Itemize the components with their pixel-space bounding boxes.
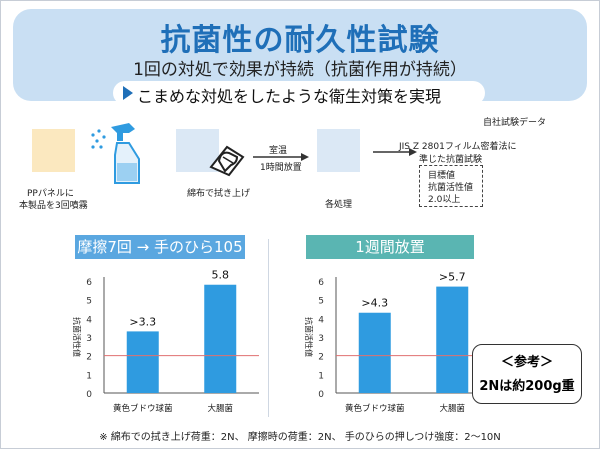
target-line2: 抗菌活性値 [428,183,474,193]
chart2-category-label-2: 大腸菌 [439,403,465,414]
chart1-ytick-label: 1 [86,371,92,381]
step1-label-line1: PPパネルに [27,189,74,199]
chart1-data-label-2: 5.8 [212,269,230,282]
chart1-ytick-label: 2 [86,353,92,363]
panel-divider [268,239,269,417]
chart1-ytick-label: 6 [86,278,92,288]
chart2-ytick-label: 3 [318,334,324,344]
chart2-ytick-label: 2 [318,353,324,363]
source-note: 自社試験データ [483,118,547,128]
reference-box: ＜参考＞ 2Nは約200g重 [472,344,582,404]
chart1-category-label-1: 黄色ブドウ球菌 [113,403,173,414]
pp-panel-swatch [32,129,75,172]
footnote: ※ 綿布での拭き上げ荷重：2N、 摩擦時の荷重：2N、 手のひらの押しつけ強度：… [99,432,501,443]
chart2-ytick-label: 1 [318,371,324,381]
reference-value: 2Nは約200g重 [479,379,575,394]
target-line1: 目標値 [428,171,456,181]
chart2-data-label-1: >4.3 [361,297,388,310]
chart2-ytick-label: 6 [318,278,324,288]
chart2-category-label-1: 黄色ブドウ球菌 [345,403,405,414]
highlight-text: こまめな対処をしたような衛生対策を実現 [137,87,442,106]
arrow-icon [253,153,309,161]
wiping-hand-icon [209,145,245,177]
chart2-data-label-2: >5.7 [439,271,466,284]
chart1-title: 摩擦7回 → 手のひら105回 [75,235,245,280]
panel-swatch-2 [317,129,360,172]
step1-label-line2: 本製品を3回噴霧 [19,201,88,211]
chart1-data-label-1: >3.3 [129,315,156,328]
chart2-ytick-label: 5 [318,297,324,307]
page-title: 抗菌性の耐久性試験 [160,23,440,58]
chart1: 0 1 2 3 4 5 6 抗菌活性値 >3.3 黄色ブドウ球菌 5.8 大腸菌 [72,269,259,414]
condition-line2: 1時間放置 [260,163,302,173]
play-triangle-icon [123,86,133,100]
arrow-icon-2 [373,148,417,156]
chart2-ytick-label: 4 [318,315,324,325]
chart1-category-label-2: 大腸菌 [207,403,233,414]
chart2-bar-2 [436,286,469,393]
chart1-ytick-label: 3 [86,334,92,344]
reference-heading: ＜参考＞ [500,355,553,370]
chart1-bar-1 [126,331,159,393]
test-method-line1: JIS Z 2801フィルム密着法に [399,142,517,152]
chart2-ylabel: 抗菌活性値 [304,317,314,357]
spray-bottle-icon [91,123,140,184]
target-value-box: 目標値 抗菌活性値 2.0以上 [419,165,483,207]
chart1-bar-2 [204,284,237,393]
highlight-pill: こまめな対処をしたような衛生対策を実現 [113,81,485,106]
chart1-ylabel: 抗菌活性値 [72,317,82,357]
chart2-ytick-label: 0 [318,390,324,400]
chart1-ytick-label: 5 [86,297,92,307]
chart2: 0 1 2 3 4 5 6 抗菌活性値 >4.3 黄色ブドウ球菌 >5.7 大腸菌 [304,271,491,414]
chart1-ytick-label: 4 [86,315,92,325]
test-method-line2: 準じた抗菌試験 [419,155,483,165]
step3-label: 各処理 [325,200,353,210]
target-line3: 2.0以上 [428,195,461,205]
condition-line1: 室温 [269,146,288,156]
chart2-title: 1週間放置 [306,235,474,259]
page-subtitle: 1回の対処で効果が持続（抗菌作用が持続） [133,60,467,80]
chart2-bar-1 [358,312,391,393]
step2-label: 綿布で拭き上げ [187,189,251,199]
header-banner: 抗菌性の耐久性試験 1回の対処で効果が持続（抗菌作用が持続） こまめな対処をした… [13,9,587,106]
chart1-ytick-label: 0 [86,390,92,400]
